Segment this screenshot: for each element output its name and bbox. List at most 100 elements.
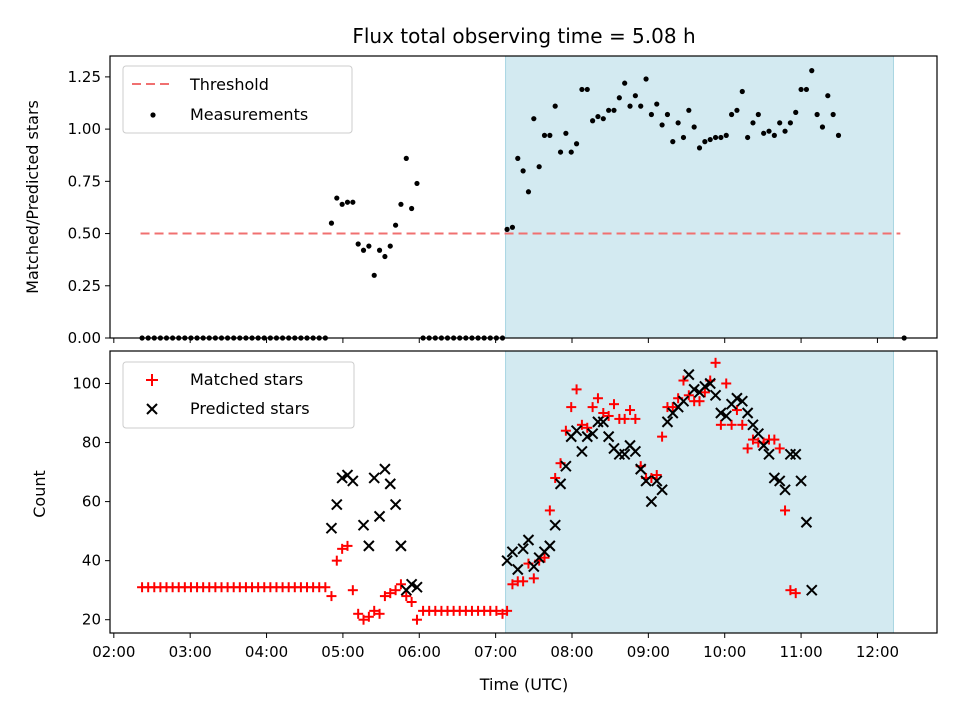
measurement-point [525, 189, 532, 195]
predicted-star-point [704, 377, 716, 390]
bottom-y-ticks: 20 40 60 80 100 [72, 374, 110, 629]
matched-star-point [374, 608, 385, 619]
bottom-panel: 20 40 60 80 100 02:00 03:00 04:00 05:00 06:00 07:… [30, 350, 938, 694]
matched-star-point [502, 605, 513, 616]
measurement-point [830, 111, 836, 118]
measurement-point [371, 272, 377, 278]
measurement-point [355, 241, 361, 247]
predicted-star-point [379, 463, 391, 475]
matched-star-point [625, 405, 636, 416]
predicted-star-point [506, 546, 519, 558]
matched-star-point [667, 402, 678, 413]
predicted-star-point [720, 410, 732, 422]
measurement-point [835, 132, 842, 138]
predicted-star-point [757, 439, 770, 452]
matched-star-point [326, 591, 337, 602]
matched-star-point [737, 419, 748, 430]
measurement-point [414, 180, 420, 187]
top-y-tick-label: 1.00 [68, 120, 101, 138]
measurement-point [350, 199, 356, 205]
top-y-tick-label: 0.50 [68, 225, 101, 243]
measurement-point [584, 86, 590, 93]
measurement-point [638, 103, 644, 109]
bottom-y-tick-label: 80 [82, 434, 101, 452]
measurement-point [745, 134, 751, 141]
measurement-point [664, 111, 671, 118]
legend-predicted-label: Predicted stars [190, 399, 310, 418]
measurement-point [643, 76, 649, 82]
measurement-point [392, 222, 399, 228]
measurement-point [718, 134, 724, 141]
measurement-points [139, 68, 907, 341]
measurement-point [787, 120, 793, 126]
matched-star-point [507, 579, 518, 590]
legend-threshold-label: Threshold [189, 75, 269, 94]
measurement-point [691, 124, 697, 130]
measurement-point [344, 199, 351, 205]
measurement-point [616, 95, 622, 101]
predicted-star-point [763, 448, 775, 461]
matched-star-point [358, 614, 369, 625]
matched-star-point [683, 390, 694, 401]
measurement-point [376, 247, 383, 253]
legend-matched-label: Matched stars [190, 370, 303, 389]
measurement-point [328, 220, 335, 226]
matched-star-point [331, 555, 342, 566]
matched-star-point [715, 419, 726, 430]
predicted-star-point [731, 392, 743, 404]
matched-star-point [347, 585, 358, 596]
matched-star-point [379, 591, 390, 602]
bottom-x-axis-label: Time (UTC) [479, 675, 568, 694]
matched-star-point [342, 540, 353, 551]
measurement-point [750, 120, 756, 126]
predicted-star-point [331, 498, 343, 511]
predicted-star-point [736, 395, 748, 407]
predicted-star-point [373, 510, 386, 523]
predicted-star-point [384, 478, 396, 490]
measurement-point [606, 107, 612, 113]
measurement-point [541, 132, 548, 138]
measurement-point [579, 86, 585, 93]
matched-star-point [582, 422, 593, 433]
predicted-star-point [389, 498, 402, 511]
legend-matched-swatch [146, 374, 158, 386]
legend-measurements-label: Measurements [190, 105, 308, 124]
predicted-star-point [368, 472, 380, 484]
predicted-star-point [768, 472, 781, 484]
predicted-star-point [517, 543, 529, 555]
predicted-star-point [560, 460, 572, 472]
matched-star-point [598, 408, 609, 419]
measurement-point [334, 195, 340, 201]
measurement-point [531, 116, 537, 122]
measurement-point [600, 116, 606, 122]
predicted-star-point [336, 472, 348, 484]
predicted-star-point [549, 519, 561, 531]
legend-predicted-swatch [146, 403, 158, 415]
top-plot-frame [109, 55, 938, 339]
measurement-point [734, 107, 740, 113]
matched-star-point [731, 405, 742, 416]
predicted-star-point [618, 448, 631, 461]
matched-star-point [320, 582, 331, 593]
measurement-point [366, 243, 372, 249]
matched-star-point [411, 614, 422, 625]
bottom-x-tick-label: 06:00 [398, 643, 441, 661]
top-y-tick-label: 0.25 [68, 277, 101, 295]
matched-star-point [651, 470, 662, 481]
top-y-tick-label: 0.75 [68, 172, 101, 190]
measurement-point [782, 128, 788, 134]
predicted-star-point [688, 383, 700, 396]
bottom-x-tick-label: 04:00 [245, 643, 288, 661]
bottom-legend-box [122, 361, 355, 429]
predicted-star-point [683, 368, 695, 381]
measurement-point [339, 201, 345, 207]
matched-star-point [491, 605, 502, 616]
measurement-point [777, 120, 783, 126]
matched-star-point [592, 393, 603, 404]
matched-star-point [785, 585, 796, 596]
bottom-plot-frame [109, 350, 938, 634]
predicted-star-point [405, 578, 418, 590]
matched-star-point [363, 611, 374, 622]
measurement-point [766, 128, 772, 134]
matched-star-point [790, 588, 801, 599]
